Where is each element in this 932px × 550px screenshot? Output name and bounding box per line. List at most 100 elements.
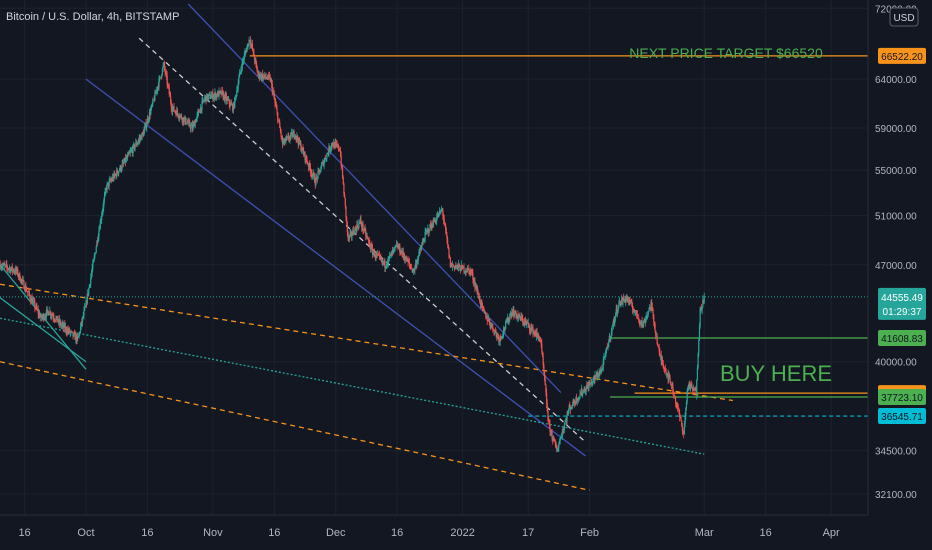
candle-body: [575, 397, 577, 404]
candle-body: [73, 333, 75, 337]
candle-body: [118, 170, 121, 172]
candle-body: [101, 215, 103, 220]
candle-body: [411, 268, 413, 272]
candle-body: [561, 437, 563, 439]
candle-body: [39, 316, 41, 318]
candle-body: [494, 330, 497, 332]
candle-body: [472, 279, 475, 283]
candle-body: [232, 104, 234, 111]
candle-body: [384, 260, 386, 268]
candle-body: [223, 94, 226, 101]
candle-body: [70, 331, 72, 333]
candle-body: [216, 94, 218, 97]
candle-body: [254, 59, 256, 62]
candle-body: [306, 160, 308, 164]
candle-body: [339, 151, 342, 156]
price-axis[interactable]: 72000.0064000.0059000.0055000.0051000.00…: [867, 0, 932, 550]
candle-body: [81, 316, 84, 323]
price-tick-label: 55000.00: [875, 166, 917, 177]
candle-body: [420, 248, 422, 250]
time-tick-label: 16: [391, 527, 403, 539]
candle-body: [542, 356, 544, 366]
currency-button[interactable]: USD: [889, 7, 919, 27]
candle-body: [223, 94, 225, 99]
candle-body: [10, 268, 12, 272]
candle-body: [548, 419, 550, 422]
price-tick-label: 47000.00: [875, 261, 917, 272]
trendline: [85, 78, 586, 457]
candle-body: [275, 102, 277, 106]
candle-body: [100, 219, 102, 221]
trendline: [187, 3, 562, 394]
candle-body: [157, 86, 159, 88]
candle-body: [361, 223, 363, 228]
price-tick-label: 34500.00: [875, 447, 917, 458]
candle-body: [187, 120, 189, 124]
candle-body: [324, 158, 326, 162]
candle-body: [313, 173, 315, 176]
candle-body: [524, 321, 527, 322]
candle-body: [224, 95, 226, 101]
candle-body: [346, 222, 348, 232]
candle-body: [301, 150, 303, 152]
candle-body: [159, 76, 161, 79]
candle-body: [476, 288, 478, 291]
candle-body: [298, 138, 300, 145]
candle-body: [397, 245, 400, 249]
candle-body: [683, 423, 686, 435]
candle-body: [93, 256, 95, 260]
candle-body: [459, 266, 461, 271]
candle-body: [521, 316, 523, 319]
candle-body: [146, 124, 148, 128]
candle-body: [316, 176, 318, 179]
candle-body: [47, 311, 50, 316]
candle-body: [441, 209, 443, 211]
candle-body: [202, 99, 204, 101]
candle-body: [51, 314, 53, 316]
candle-body: [554, 441, 557, 446]
candle-body: [457, 264, 459, 268]
candle-body: [138, 138, 140, 141]
candle-body: [402, 251, 404, 255]
candle-body: [442, 209, 444, 216]
candle-body: [214, 92, 216, 96]
candle-body: [287, 136, 289, 138]
candle-body: [428, 231, 430, 233]
candle-body: [608, 335, 610, 342]
candle-body: [122, 162, 125, 163]
candle-body: [4, 264, 6, 266]
candle-body: [196, 114, 198, 118]
candle-body: [533, 331, 535, 335]
candle-body: [234, 97, 236, 108]
candle-body: [242, 60, 244, 62]
time-axis[interactable]: 16 Oct 16 Nov 16 Dec 16 2022 17 Feb Mar 16 Apr: [0, 514, 868, 539]
candle-body: [59, 321, 61, 324]
candle-body: [21, 279, 23, 281]
candle-body: [317, 171, 319, 179]
candle-body: [212, 97, 215, 100]
candle-body: [156, 90, 158, 92]
candle-body: [80, 321, 82, 327]
candle-body: [668, 374, 671, 378]
candle-body: [210, 95, 213, 98]
candle-body: [421, 242, 423, 245]
candle-body: [588, 383, 590, 390]
candle-body: [50, 315, 52, 317]
candle-body: [6, 264, 8, 267]
time-tick-label: 16: [141, 527, 153, 539]
candle-body: [243, 54, 245, 60]
candle-body: [505, 321, 507, 329]
candle-body: [461, 264, 463, 266]
candle-body: [180, 115, 183, 119]
candle-body: [64, 327, 67, 330]
candle-body: [677, 406, 679, 408]
candle-body: [509, 315, 511, 320]
candle-body: [481, 301, 483, 304]
candle-body: [333, 142, 335, 149]
candle-body: [406, 259, 408, 262]
candle-body: [311, 172, 313, 176]
candle-body: [53, 319, 56, 321]
candle-body: [114, 173, 116, 176]
